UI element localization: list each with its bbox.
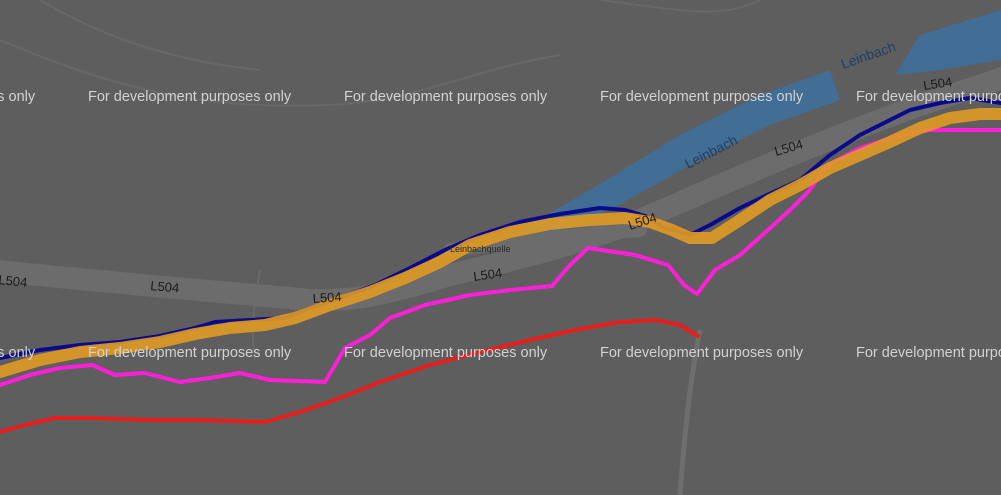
- watermark-text: For development purposes only: [344, 89, 548, 105]
- watermark-text: For development purposes only: [0, 345, 36, 361]
- place-label: Leinbachquelle: [450, 244, 511, 254]
- road-label: L504: [922, 74, 953, 93]
- watermark-text: For development purposes only: [856, 345, 1001, 361]
- watermark-text: For development purposes only: [344, 345, 548, 361]
- watermark-text: For development purposes only: [88, 89, 292, 105]
- river-label: Leinbach: [839, 38, 898, 72]
- road-label: L504: [0, 272, 28, 290]
- route-navy: [0, 96, 1001, 360]
- watermark-text: For development purposes only: [856, 89, 1001, 105]
- route-orange: [0, 108, 1001, 378]
- river-leinbach: [520, 10, 1001, 240]
- watermarks: For development purposes only For develo…: [0, 89, 1001, 361]
- minor-paths: [0, 0, 761, 495]
- watermark-text: For development purposes only: [600, 345, 804, 361]
- river-shape: [895, 10, 1001, 75]
- watermark-text: For development purposes only: [88, 345, 292, 361]
- minor-path: [599, 0, 761, 13]
- road-label: L504: [472, 265, 503, 284]
- watermark-text: For development purposes only: [0, 89, 36, 105]
- road-label: L504: [312, 289, 342, 306]
- river-shape: [520, 70, 840, 240]
- route-red: [0, 318, 700, 434]
- minor-path: [677, 329, 703, 495]
- road-line: [0, 66, 1001, 312]
- routes: [0, 96, 1001, 434]
- road-label: L504: [150, 278, 180, 295]
- minor-path: [0, 39, 561, 107]
- minor-path: [39, 0, 261, 71]
- minor-path: [251, 269, 261, 361]
- watermark-text: For development purposes only: [600, 89, 804, 105]
